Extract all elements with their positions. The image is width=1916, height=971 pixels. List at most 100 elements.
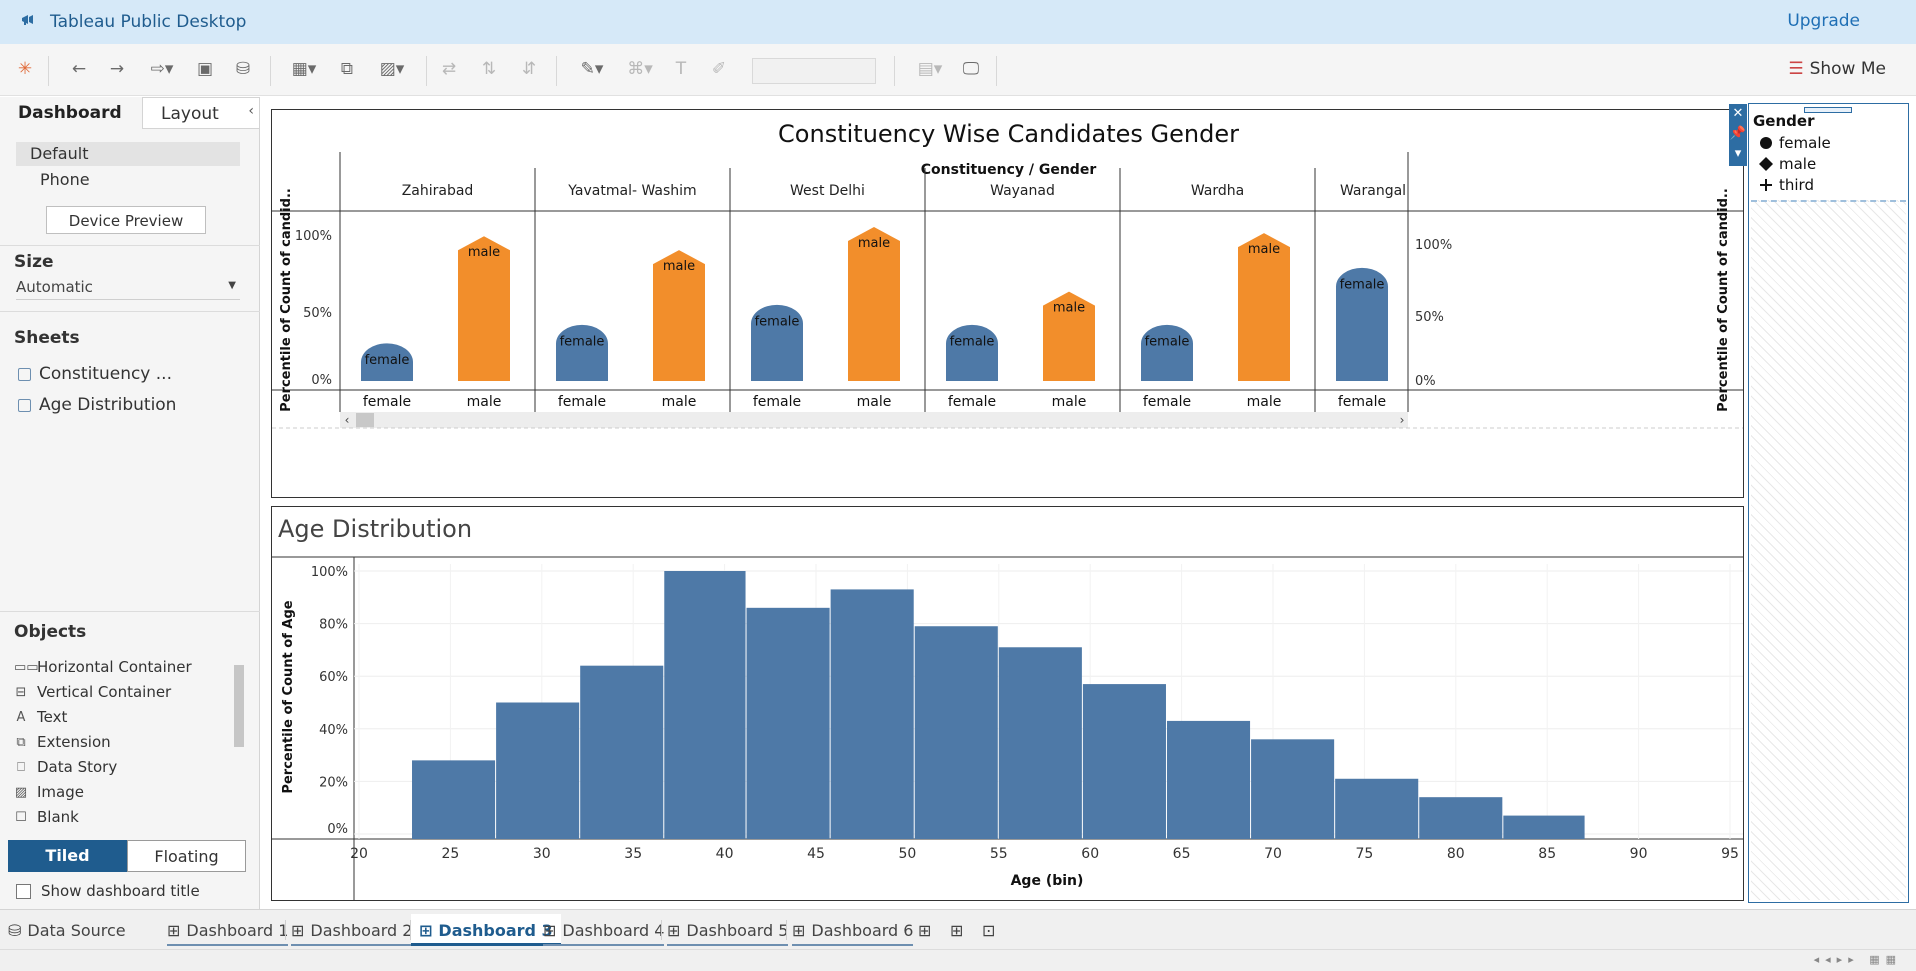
save-icon[interactable]: ▣	[196, 59, 214, 79]
tab-layout[interactable]: Layout	[142, 97, 260, 129]
show-me-label: Show Me	[1809, 59, 1886, 79]
object-image[interactable]: ▨ Image	[14, 783, 84, 801]
view-controls-icon[interactable]: ◂◂▸▸ ▦▦	[1813, 953, 1902, 966]
dashboard-icon: ⊞	[543, 921, 557, 940]
status-bar: ◂◂▸▸ ▦▦	[0, 949, 1916, 971]
object-vertical-container[interactable]: ⊟ Vertical Container	[14, 683, 172, 701]
show-cards-icon[interactable]: ▤▾	[917, 59, 943, 79]
legend-item-female[interactable]: female	[1759, 134, 1831, 152]
object-text[interactable]: A Text	[14, 708, 68, 726]
legend-title: Gender	[1753, 112, 1815, 130]
gender-legend[interactable]: Gender female male third	[1748, 103, 1909, 903]
legend-item-third[interactable]: third	[1759, 176, 1814, 194]
sheet-item-age-distribution[interactable]: Age Distribution	[18, 395, 176, 415]
constituency-chart-svg[interactable]: Percentile of Count of candid.. Percentil…	[272, 110, 1743, 497]
bar-male	[1043, 291, 1095, 381]
group-icon[interactable]: ⌘▾	[627, 59, 653, 79]
bar-male	[458, 236, 510, 381]
tab-dashboard[interactable]: Dashboard	[18, 103, 122, 123]
upgrade-link[interactable]: Upgrade	[1787, 11, 1860, 31]
dashboard-icon: ⊞	[291, 921, 305, 940]
y-tick-label: 100%	[295, 229, 332, 244]
collapse-panel-icon[interactable]: ‹	[248, 103, 254, 119]
new-datasource-icon[interactable]: ⛁	[235, 59, 251, 79]
tab-dashboard-3[interactable]: ⊞ Dashboard 3	[411, 914, 561, 946]
sheet-label: Constituency ...	[39, 364, 172, 384]
device-phone[interactable]: Phone	[40, 170, 90, 189]
tab-dashboard-5[interactable]: ⊞ Dashboard 5	[667, 914, 789, 946]
x-tick-label: male	[467, 394, 502, 410]
dashboard-icon: ⊞	[167, 921, 181, 940]
show-me-button[interactable]: ☰ Show Me	[1788, 59, 1886, 79]
objects-scrollbar-thumb[interactable]	[234, 665, 244, 747]
device-preview-button[interactable]: Device Preview	[46, 206, 206, 234]
tiled-toggle[interactable]: Tiled	[8, 840, 127, 872]
sheet-item-constituency[interactable]: Constituency ...	[18, 364, 172, 384]
new-worksheet-icon[interactable]: ⊞	[918, 921, 932, 940]
circle-icon	[1760, 137, 1772, 149]
sort-ascending-icon[interactable]: ⇅	[481, 59, 497, 79]
object-data-story[interactable]: ⎕ Data Story	[14, 758, 117, 776]
tab-dashboard-2[interactable]: ⊞ Dashboard 2	[291, 914, 413, 946]
age-distribution-chart-svg[interactable]: 0% 20% 40% 60% 80% 100% 20 25 30 35 40 45 50 55 60 65 70…	[272, 507, 1743, 900]
legend-controls: ✕ 📌 ▾	[1729, 104, 1747, 166]
diamond-icon	[1759, 157, 1773, 171]
object-label: Blank	[37, 808, 79, 826]
constituency-header: Yavatmal- Washim	[567, 183, 696, 199]
bar-male	[653, 250, 705, 381]
histogram-bar	[1503, 815, 1585, 839]
redo-icon[interactable]: →	[109, 59, 125, 79]
new-sheet-icon[interactable]: ▦▾	[291, 59, 317, 79]
device-default[interactable]: Default	[16, 142, 240, 166]
object-extension[interactable]: ⧉ Extension	[14, 733, 111, 751]
y-tick-label: 0%	[327, 822, 348, 837]
y-tick-label: 40%	[319, 723, 348, 738]
presentation-mode-icon[interactable]: 🖵	[962, 59, 980, 79]
bar-data-label: male	[663, 259, 695, 274]
tab-data-source[interactable]: ⛁ Data Source	[8, 914, 126, 946]
more-options-icon[interactable]: ▾	[1734, 146, 1742, 161]
x-tick-label: 70	[1264, 846, 1282, 862]
text-icon: A	[16, 709, 26, 725]
x-tick-label: male	[1052, 394, 1087, 410]
pin-icon[interactable]: ✐	[711, 59, 727, 79]
tab-dashboard-6[interactable]: ⊞ Dashboard 6	[792, 914, 914, 946]
tab-dashboard-1[interactable]: ⊞ Dashboard 1	[167, 914, 289, 946]
object-label: Extension	[37, 733, 111, 751]
sort-descending-icon[interactable]: ⇵	[521, 59, 537, 79]
size-dropdown[interactable]: Automatic ▼	[16, 278, 240, 300]
tab-dashboard-4[interactable]: ⊞ Dashboard 4	[543, 914, 665, 946]
highlight-icon[interactable]: ✎▾	[580, 59, 604, 79]
bar-data-label: female	[1340, 278, 1385, 293]
new-story-icon[interactable]: ⊡	[982, 921, 996, 940]
object-horizontal-container[interactable]: ▭▭ Horizontal Container	[14, 658, 192, 676]
legend-item-male[interactable]: male	[1759, 155, 1816, 173]
show-dashboard-title-checkbox[interactable]: Show dashboard title	[16, 882, 200, 900]
close-icon[interactable]: ✕	[1732, 106, 1744, 121]
pin-icon[interactable]: 📌	[1729, 126, 1747, 141]
bar-data-label: male	[1053, 301, 1085, 316]
duplicate-sheet-icon[interactable]: ⧉	[340, 59, 354, 79]
histogram-bar	[412, 760, 496, 839]
label-icon[interactable]: T	[675, 59, 687, 79]
y-tick-label-right: 100%	[1415, 238, 1452, 253]
object-blank[interactable]: ☐ Blank	[14, 808, 79, 826]
bar-data-label: male	[468, 245, 500, 260]
undo-icon[interactable]: ←	[71, 59, 87, 79]
swap-icon[interactable]: ⇄	[441, 59, 457, 79]
drag-handle[interactable]	[1804, 107, 1852, 113]
constituency-gender-sheet[interactable]: Constituency Wise Candidates Gender Cons…	[271, 109, 1744, 498]
new-dashboard-icon[interactable]: ⊞	[950, 921, 964, 940]
legend-empty-area	[1751, 200, 1906, 900]
clear-sheet-icon[interactable]: ▨▾	[379, 59, 405, 79]
replay-icon[interactable]: ⇨▾	[150, 59, 174, 79]
dashboard-icon: ⊞	[667, 921, 681, 940]
sheets-heading: Sheets	[14, 328, 80, 348]
tableau-logo-icon[interactable]: ✳	[17, 59, 33, 79]
histogram-bar	[746, 607, 830, 839]
floating-toggle[interactable]: Floating	[127, 840, 246, 872]
age-distribution-sheet[interactable]: Age Distribution 0% 20% 40% 60% 80% 100% 20 25 3…	[271, 506, 1744, 901]
bar-data-label: female	[950, 335, 995, 350]
tab-label: Dashboard 2	[310, 921, 413, 940]
fit-dropdown[interactable]	[752, 58, 876, 84]
